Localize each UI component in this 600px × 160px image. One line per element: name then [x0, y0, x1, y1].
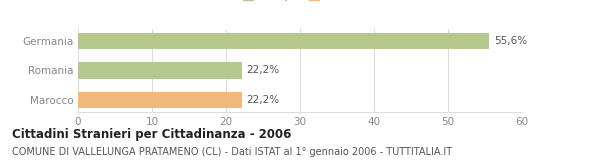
Bar [78, 33, 490, 49]
Text: 22,2%: 22,2% [247, 65, 280, 75]
Bar [78, 62, 242, 79]
Text: 55,6%: 55,6% [494, 36, 527, 46]
Text: Cittadini Stranieri per Cittadinanza - 2006: Cittadini Stranieri per Cittadinanza - 2… [12, 128, 292, 141]
Text: COMUNE DI VALLELUNGA PRATAMENO (CL) - Dati ISTAT al 1° gennaio 2006 - TUTTITALIA: COMUNE DI VALLELUNGA PRATAMENO (CL) - Da… [12, 147, 452, 157]
Text: 22,2%: 22,2% [247, 95, 280, 105]
Legend: Europa, Africa: Europa, Africa [243, 0, 357, 1]
Bar [78, 92, 242, 108]
